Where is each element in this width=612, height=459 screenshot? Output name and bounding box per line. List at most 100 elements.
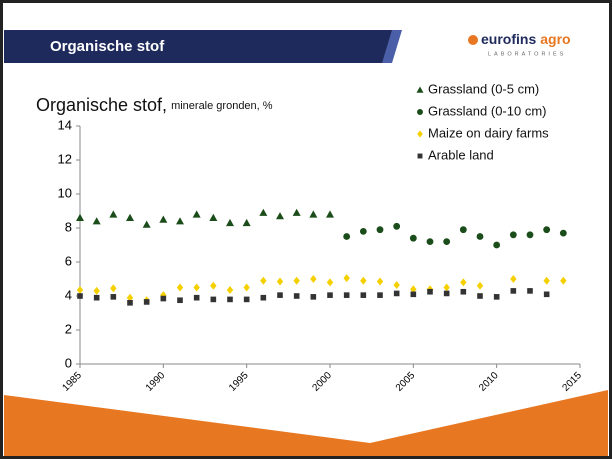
marker-square	[143, 299, 150, 305]
logo-icon	[468, 35, 478, 45]
marker-circle	[343, 233, 351, 240]
marker-diamond	[417, 130, 423, 138]
y-tick-label: 8	[65, 219, 72, 234]
marker-diamond	[393, 280, 400, 289]
marker-triangle	[159, 215, 168, 223]
marker-square	[343, 292, 350, 298]
y-tick-label: 12	[58, 151, 72, 166]
marker-diamond	[376, 277, 384, 286]
marker-circle	[476, 233, 484, 240]
marker-square	[477, 293, 483, 299]
logo: eurofins agro	[481, 31, 571, 47]
marker-circle	[543, 226, 551, 234]
legend-label: Grassland (0-10 cm)	[428, 103, 546, 118]
marker-diamond	[126, 293, 134, 302]
footer-shape	[4, 390, 608, 459]
marker-diamond	[310, 275, 317, 283]
marker-triangle	[309, 210, 318, 218]
marker-triangle	[226, 218, 234, 227]
marker-diamond	[243, 283, 250, 292]
marker-diamond	[293, 276, 300, 285]
marker-diamond	[460, 278, 467, 287]
marker-triangle	[192, 210, 201, 218]
legend-label: Grassland (0-5 cm)	[428, 81, 539, 96]
marker-diamond	[360, 276, 367, 285]
marker-diamond	[93, 286, 100, 295]
marker-square	[310, 294, 317, 300]
y-tick-label: 14	[58, 117, 72, 132]
y-tick-label: 4	[65, 287, 72, 302]
marker-square	[510, 288, 517, 294]
marker-diamond	[110, 284, 117, 293]
marker-square	[160, 295, 167, 302]
marker-triangle	[76, 213, 84, 221]
marker-diamond	[193, 283, 200, 292]
marker-triangle	[292, 208, 301, 216]
marker-square	[543, 291, 550, 298]
marker-square	[377, 292, 383, 298]
logo-main: eurofins	[481, 31, 536, 47]
marker-square	[243, 296, 250, 303]
marker-square	[260, 294, 267, 301]
logo-accent: agro	[540, 31, 570, 47]
marker-square	[277, 292, 283, 298]
marker-square	[177, 297, 183, 304]
marker-diamond	[510, 275, 517, 283]
marker-circle	[376, 226, 384, 234]
header-banner	[4, 30, 400, 63]
marker-circle	[509, 231, 517, 239]
marker-diamond	[226, 286, 234, 295]
marker-triangle	[109, 210, 118, 218]
marker-circle	[359, 228, 367, 235]
marker-square	[393, 290, 400, 297]
marker-square	[93, 294, 100, 301]
marker-square	[417, 153, 423, 159]
title-main: Organische stof,	[36, 95, 167, 115]
logo-sub: LABORATORIES	[488, 51, 566, 57]
marker-triangle	[259, 208, 268, 216]
marker-circle	[426, 238, 434, 246]
marker-diamond	[560, 276, 567, 285]
marker-square	[293, 293, 300, 299]
marker-diamond	[260, 276, 267, 285]
marker-triangle	[276, 212, 284, 220]
marker-triangle	[416, 86, 424, 93]
marker-circle	[393, 222, 401, 230]
legend-label: Maize on dairy farms	[428, 125, 549, 140]
marker-circle	[409, 234, 417, 242]
marker-triangle	[142, 220, 151, 228]
y-tick-label: 6	[65, 253, 72, 268]
marker-square	[527, 288, 533, 294]
marker-square	[77, 293, 83, 299]
marker-triangle	[326, 210, 334, 218]
marker-square	[443, 290, 450, 297]
marker-square	[127, 300, 133, 306]
chart-subtitle: minerale gronden, %	[171, 100, 273, 112]
chart-title: Organische stof, minerale gronden, %	[36, 95, 273, 115]
marker-square	[493, 294, 500, 300]
marker-square	[327, 292, 333, 298]
marker-diamond	[443, 283, 450, 292]
marker-diamond	[543, 276, 550, 285]
marker-circle	[526, 231, 534, 239]
marker-triangle	[126, 213, 134, 221]
marker-diamond	[76, 286, 84, 295]
y-tick-label: 0	[65, 355, 72, 370]
marker-diamond	[176, 283, 184, 292]
marker-square	[210, 296, 217, 303]
marker-diamond	[343, 274, 350, 283]
marker-diamond	[276, 277, 284, 286]
marker-triangle	[176, 217, 184, 225]
marker-square	[410, 291, 417, 298]
marker-square	[193, 294, 200, 301]
y-tick-label: 10	[58, 185, 72, 200]
marker-triangle	[92, 217, 101, 225]
marker-circle	[443, 238, 451, 246]
marker-triangle	[242, 218, 251, 227]
marker-square	[460, 288, 467, 295]
marker-diamond	[476, 281, 484, 290]
marker-circle	[559, 229, 567, 237]
marker-square	[360, 292, 367, 298]
